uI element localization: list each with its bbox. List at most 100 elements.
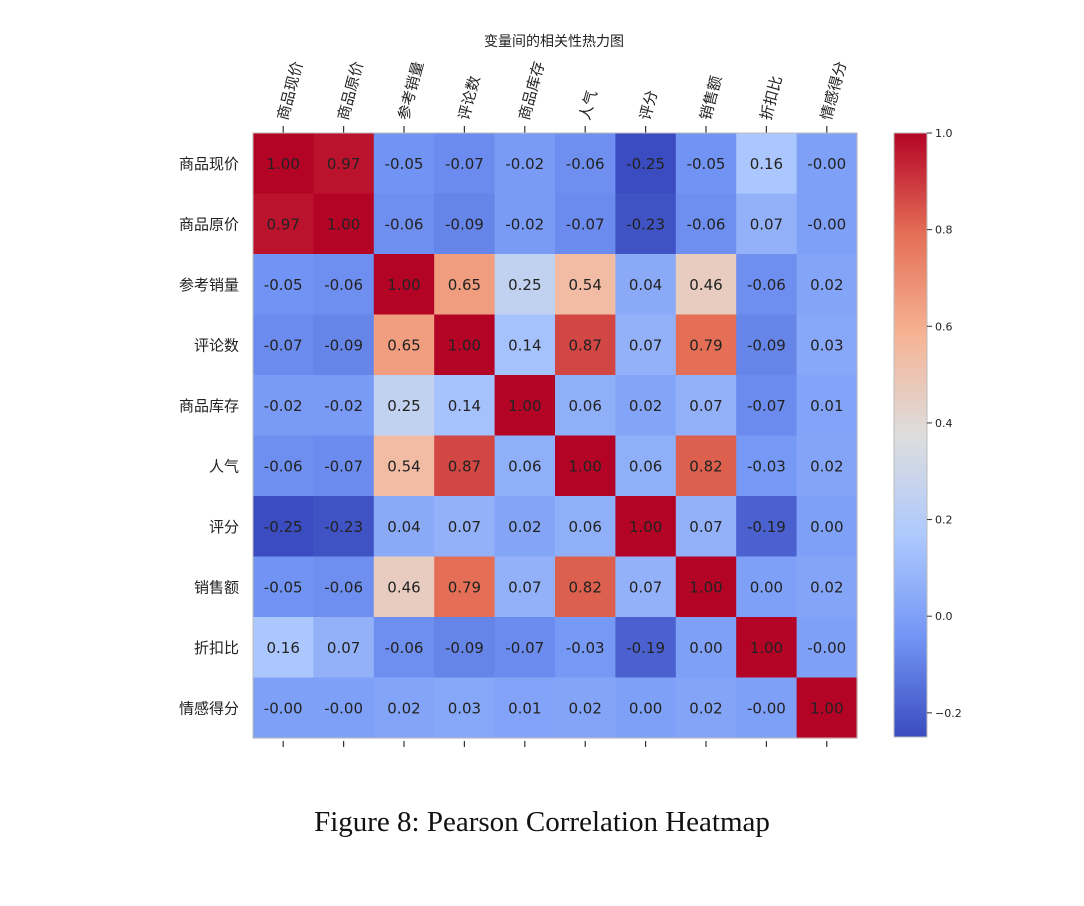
heatmap-cell xyxy=(373,193,435,255)
cell-value-label: 0.82 xyxy=(689,457,722,475)
chart-title: 变量间的相关性热力图 xyxy=(484,34,624,50)
colorbar-tick-label: 1.0 xyxy=(935,127,953,140)
heatmap-frame xyxy=(252,132,858,739)
heatmap-cell xyxy=(313,617,375,679)
heatmap-cell xyxy=(555,496,616,558)
heatmap-cell xyxy=(253,375,314,437)
heatmap-cell xyxy=(555,133,616,195)
heatmap-cell xyxy=(675,314,737,376)
cell-value-label: 0.02 xyxy=(629,397,662,415)
heatmap-cell xyxy=(434,375,496,437)
heatmap-cell xyxy=(373,556,435,618)
cell-value-label: -0.06 xyxy=(385,639,424,657)
cell-value-label: 0.07 xyxy=(689,397,722,415)
cell-value-label: -0.00 xyxy=(264,699,303,717)
heatmap-cell xyxy=(796,254,858,316)
heatmap-cell xyxy=(615,617,677,679)
heatmap-cell xyxy=(313,496,375,558)
column-tick-label: 商品库存 xyxy=(515,59,548,122)
heatmap-cell xyxy=(313,314,375,376)
cell-value-label: 0.06 xyxy=(568,397,601,415)
heatmap-cell xyxy=(313,193,375,255)
heatmap-cell xyxy=(253,435,314,497)
cell-value-label: -0.23 xyxy=(324,518,363,536)
cell-value-label: 0.06 xyxy=(568,518,601,536)
cell-value-label: 0.02 xyxy=(810,457,843,475)
heatmap-cell xyxy=(253,254,314,316)
column-tick-label: 参考销量 xyxy=(394,59,427,122)
cell-value-label: -0.25 xyxy=(264,518,303,536)
heatmap-cell xyxy=(615,435,677,497)
heatmap-cell xyxy=(313,677,375,739)
row-tick-label: 商品原价 xyxy=(179,215,239,233)
cell-value-label: 0.87 xyxy=(448,457,481,475)
cell-value-label: 1.00 xyxy=(327,215,360,233)
cell-value-label: 0.16 xyxy=(266,639,299,657)
cell-value-label: 0.46 xyxy=(689,276,722,294)
heatmap-cell xyxy=(736,375,798,437)
heatmap-cell xyxy=(494,133,556,195)
heatmap-cell xyxy=(555,617,616,679)
heatmap-cell xyxy=(494,375,556,437)
heatmap-cell xyxy=(373,435,435,497)
cell-value-label: 0.04 xyxy=(629,276,662,294)
heatmap-cell xyxy=(796,496,858,558)
heatmap-cell xyxy=(253,677,314,739)
cell-value-label: -0.06 xyxy=(324,578,363,596)
heatmap-cell xyxy=(615,556,677,618)
cell-value-label: 0.65 xyxy=(387,336,420,354)
cell-value-label: -0.06 xyxy=(324,276,363,294)
cell-value-label: 0.54 xyxy=(568,276,601,294)
colorbar-tick-label: 0.2 xyxy=(935,514,953,527)
heatmap-cell xyxy=(434,133,496,195)
cell-value-label: -0.09 xyxy=(445,639,484,657)
cell-value-label: -0.00 xyxy=(807,215,846,233)
cell-value-label: -0.09 xyxy=(747,336,786,354)
heatmap-cell xyxy=(373,677,435,739)
row-tick-label: 人气 xyxy=(209,457,239,475)
heatmap-cell xyxy=(555,375,616,437)
cell-value-label: 1.00 xyxy=(810,699,843,717)
heatmap-cell xyxy=(615,314,677,376)
cell-value-label: -0.07 xyxy=(445,155,484,173)
heatmap-cell xyxy=(313,133,375,195)
heatmap-cell xyxy=(434,617,496,679)
heatmap-cell xyxy=(434,193,496,255)
heatmap-cell xyxy=(313,375,375,437)
row-tick-label: 参考销量 xyxy=(179,276,239,294)
cell-value-label: -0.03 xyxy=(566,639,605,657)
cell-value-label: 0.65 xyxy=(448,276,481,294)
cell-value-label: 0.82 xyxy=(568,578,601,596)
heatmap-cell xyxy=(555,435,616,497)
heatmap-cell xyxy=(796,617,858,679)
heatmap-cell xyxy=(675,375,737,437)
row-tick-label: 商品现价 xyxy=(179,155,239,173)
cell-value-label: -0.00 xyxy=(747,699,786,717)
heatmap-cell xyxy=(253,556,314,618)
column-tick-label: 评论数 xyxy=(455,74,484,122)
cell-value-label: 1.00 xyxy=(689,578,722,596)
heatmap-cell xyxy=(736,254,798,316)
cell-value-label: -0.07 xyxy=(324,457,363,475)
cell-value-label: 0.14 xyxy=(448,397,481,415)
heatmap-cell xyxy=(615,375,677,437)
cell-value-label: 0.00 xyxy=(810,518,843,536)
colorbar: −0.2 0.0 0.2 0.4 0.6 0.8 1.0 xyxy=(893,127,962,738)
cell-value-label: -0.05 xyxy=(687,155,726,173)
heatmap-cell xyxy=(736,617,798,679)
cell-value-label: 0.00 xyxy=(689,639,722,657)
heatmap-cell xyxy=(494,193,556,255)
heatmap-cell xyxy=(615,496,677,558)
heatmap-cell xyxy=(675,677,737,739)
cell-value-label: 1.00 xyxy=(750,639,783,657)
heatmap-cell xyxy=(494,314,556,376)
cell-value-label: 0.06 xyxy=(508,457,541,475)
column-tick-label: 销售额 xyxy=(696,74,725,122)
cell-value-label: 0.14 xyxy=(508,336,541,354)
heatmap-cell xyxy=(434,254,496,316)
heatmap-cell xyxy=(373,496,435,558)
heatmap-cell xyxy=(494,677,556,739)
heatmap-cell xyxy=(736,435,798,497)
